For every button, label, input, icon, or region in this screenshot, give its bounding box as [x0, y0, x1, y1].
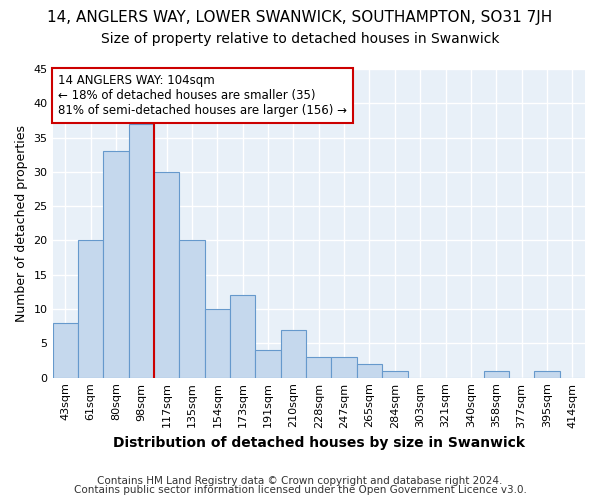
Bar: [357, 364, 382, 378]
Bar: [306, 357, 331, 378]
Bar: [281, 330, 306, 378]
Bar: [205, 309, 230, 378]
Bar: [534, 371, 560, 378]
X-axis label: Distribution of detached houses by size in Swanwick: Distribution of detached houses by size …: [113, 436, 525, 450]
Bar: [331, 357, 357, 378]
Bar: [78, 240, 103, 378]
Text: 14, ANGLERS WAY, LOWER SWANWICK, SOUTHAMPTON, SO31 7JH: 14, ANGLERS WAY, LOWER SWANWICK, SOUTHAM…: [47, 10, 553, 25]
Y-axis label: Number of detached properties: Number of detached properties: [15, 125, 28, 322]
Bar: [382, 371, 407, 378]
Bar: [179, 240, 205, 378]
Text: Contains public sector information licensed under the Open Government Licence v3: Contains public sector information licen…: [74, 485, 526, 495]
Bar: [484, 371, 509, 378]
Text: Size of property relative to detached houses in Swanwick: Size of property relative to detached ho…: [101, 32, 499, 46]
Text: Contains HM Land Registry data © Crown copyright and database right 2024.: Contains HM Land Registry data © Crown c…: [97, 476, 503, 486]
Bar: [154, 172, 179, 378]
Text: 14 ANGLERS WAY: 104sqm
← 18% of detached houses are smaller (35)
81% of semi-det: 14 ANGLERS WAY: 104sqm ← 18% of detached…: [58, 74, 347, 116]
Bar: [103, 152, 128, 378]
Bar: [128, 124, 154, 378]
Bar: [230, 296, 256, 378]
Bar: [53, 323, 78, 378]
Bar: [256, 350, 281, 378]
